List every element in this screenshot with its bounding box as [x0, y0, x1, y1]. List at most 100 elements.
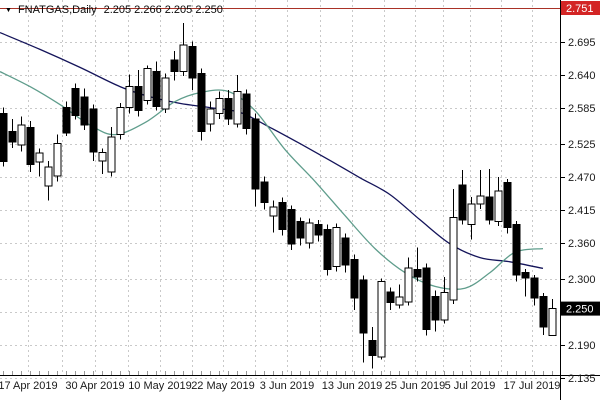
candle-bear[interactable]	[251, 113, 260, 207]
candle-body	[359, 279, 368, 334]
candle-bull[interactable]	[449, 189, 458, 304]
candle-bull[interactable]	[233, 75, 242, 128]
candle-bull[interactable]	[215, 91, 224, 119]
candle-bear[interactable]	[170, 51, 179, 81]
candle-bear[interactable]	[80, 88, 89, 130]
candle-bear[interactable]	[278, 197, 287, 236]
candle-bull[interactable]	[395, 284, 404, 309]
candle-bear[interactable]	[386, 287, 395, 310]
candle-bull[interactable]	[98, 148, 107, 175]
candle-bull[interactable]	[35, 148, 44, 177]
candle-bear[interactable]	[323, 224, 332, 276]
candle-body	[233, 90, 242, 125]
candle-bull[interactable]	[44, 161, 53, 201]
candle-bear[interactable]	[224, 90, 233, 125]
candle-bear[interactable]	[503, 179, 512, 234]
candle-bull[interactable]	[440, 276, 449, 324]
price-axis[interactable]: 2.695 2.640 2.585 2.525 2.470 2.415 2.360 2.300…	[560, 37, 596, 385]
chart-title: ▼ FNATGAS,Daily 2.205 2.266 2.205 2.250	[5, 3, 223, 17]
candle-bear[interactable]	[458, 170, 467, 225]
price-tick-label: 2.585	[568, 103, 596, 115]
high-price-marker-bg	[561, 1, 600, 15]
candle-bull[interactable]	[332, 223, 341, 272]
candle-bull[interactable]	[377, 278, 386, 360]
candle-bear[interactable]	[296, 217, 305, 246]
candle-bear[interactable]	[368, 327, 377, 369]
candle-bull[interactable]	[269, 200, 278, 233]
candle-bull[interactable]	[494, 177, 503, 226]
candle-bear[interactable]	[134, 69, 143, 117]
candle-bear[interactable]	[521, 269, 530, 297]
candle-bear[interactable]	[422, 263, 431, 336]
candle-bear[interactable]	[314, 219, 323, 242]
candle-bull[interactable]	[305, 218, 314, 249]
candle-bull[interactable]	[107, 126, 116, 177]
candle-body	[467, 203, 476, 226]
candle-bear[interactable]	[341, 233, 350, 273]
candle-bull[interactable]	[476, 170, 485, 209]
candle-bull[interactable]	[125, 74, 134, 114]
candle-bear[interactable]	[260, 176, 269, 210]
candle-bear[interactable]	[350, 254, 359, 310]
candle-bull[interactable]	[116, 102, 125, 140]
candle-bear[interactable]	[62, 101, 71, 136]
candle-body	[287, 209, 296, 245]
candle-bear[interactable]	[152, 61, 161, 111]
candle-bear[interactable]	[89, 104, 98, 161]
candle-bull[interactable]	[179, 23, 188, 76]
candle-bear[interactable]	[431, 290, 440, 332]
candle-bear[interactable]	[8, 119, 17, 148]
candle-bear[interactable]	[413, 247, 422, 282]
date-label: 17 Apr 2019	[0, 380, 58, 392]
candle-bear[interactable]	[512, 221, 521, 282]
candle-bear[interactable]	[188, 41, 197, 91]
candle-body	[422, 267, 431, 331]
candle-body	[350, 258, 359, 299]
time-axis[interactable]: 17 Apr 2019 30 Apr 2019 10 May 2019 22 May …	[0, 380, 560, 392]
candle-body	[143, 68, 152, 101]
candle-bear[interactable]	[242, 89, 251, 135]
candle-body	[179, 44, 188, 73]
candle-body	[458, 184, 467, 221]
candle-bull[interactable]	[161, 73, 170, 113]
candle-body	[539, 296, 548, 328]
price-tick-label: 2.360	[568, 238, 596, 250]
symbol-dropdown-icon[interactable]: ▼	[5, 6, 12, 14]
candle-bull[interactable]	[17, 116, 26, 152]
candle-bull[interactable]	[206, 101, 215, 132]
candle-bear[interactable]	[485, 168, 494, 225]
candle-bear[interactable]	[0, 107, 8, 167]
candle-bear[interactable]	[26, 120, 35, 172]
candle-bull[interactable]	[548, 299, 557, 337]
price-tick-label: 2.300	[568, 274, 596, 286]
date-label: 3 Jun 2019	[260, 380, 314, 392]
candle-bull[interactable]	[143, 65, 152, 105]
candle-bull[interactable]	[467, 197, 476, 240]
candle-bear[interactable]	[287, 205, 296, 250]
candle-body	[449, 216, 458, 301]
candle-bull[interactable]	[404, 257, 413, 306]
price-tick-label: 2.695	[568, 37, 596, 49]
candle-body	[323, 228, 332, 271]
date-label: 5 Jul 2019	[445, 380, 496, 392]
candle-bear[interactable]	[197, 68, 206, 141]
candle-bear[interactable]	[71, 83, 80, 120]
candle-bear[interactable]	[359, 275, 368, 363]
candle-body	[503, 182, 512, 229]
candle-bull[interactable]	[53, 134, 62, 182]
candle-body	[251, 118, 260, 190]
candle-body	[26, 126, 35, 166]
candle-body	[440, 291, 449, 321]
candle-body	[197, 72, 206, 133]
price-tick-label: 2.415	[568, 205, 596, 217]
candle-body	[206, 108, 215, 125]
candle-body	[485, 196, 494, 221]
price-tick-label: 2.190	[568, 340, 596, 352]
candle-body	[89, 108, 98, 153]
candle-bear[interactable]	[530, 275, 539, 306]
candle-body	[404, 267, 413, 303]
date-label: 22 May 2019	[191, 380, 255, 392]
candle-body	[260, 181, 269, 203]
candle-bear[interactable]	[539, 293, 548, 335]
